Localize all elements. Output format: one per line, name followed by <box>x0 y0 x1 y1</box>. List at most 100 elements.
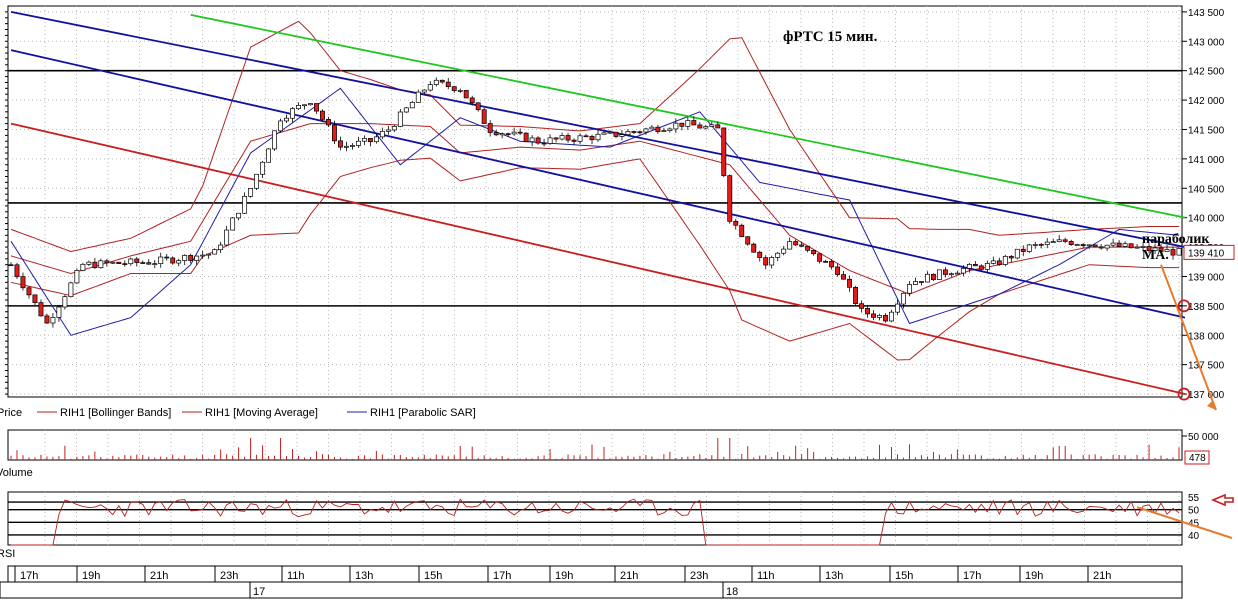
candle-body <box>841 274 847 280</box>
candle-body <box>433 79 439 85</box>
candle-body <box>948 273 954 276</box>
candle-body <box>212 249 218 255</box>
candle-body <box>230 217 236 231</box>
candle-body <box>1086 244 1092 247</box>
candle-body <box>272 130 277 150</box>
volume-tick-label: 50 000 <box>1188 432 1219 443</box>
candle-body <box>164 256 170 259</box>
rsi-panel <box>7 491 1183 546</box>
price-tick-label: 137 000 <box>1188 390 1225 401</box>
candle-body <box>523 132 529 143</box>
candle-body <box>859 303 864 309</box>
candle-body <box>655 126 661 132</box>
candle-body <box>284 117 289 122</box>
legend-item: Price <box>0 407 22 419</box>
candle-body <box>763 257 769 266</box>
candle-body <box>260 161 266 175</box>
candle-body <box>793 241 799 246</box>
candle-body <box>535 137 541 144</box>
candle-body <box>1056 239 1062 242</box>
candle-body <box>499 133 505 136</box>
candle-body <box>613 131 619 137</box>
time-label: 15h <box>424 570 442 582</box>
volume-bars <box>10 438 1180 460</box>
candle-body <box>128 258 134 265</box>
candle-body <box>206 253 212 256</box>
candle-body <box>505 133 511 136</box>
candle-body <box>343 145 349 148</box>
candle-body <box>8 264 14 267</box>
candle-body <box>176 260 182 264</box>
candle-body <box>44 315 50 324</box>
legend: Price RIH1 [Bollinger Bands] RIH1 [Moving … <box>0 407 476 419</box>
time-label: 13h <box>825 570 843 582</box>
candle-body <box>787 241 793 250</box>
candle-body <box>56 306 62 318</box>
candle-body <box>140 262 146 264</box>
candle-body <box>445 81 451 87</box>
candle-body <box>1068 241 1074 246</box>
candle-body <box>709 124 715 127</box>
candle-body <box>913 281 918 285</box>
candle-body <box>1116 242 1122 247</box>
time-label: 19h <box>1025 570 1043 582</box>
time-axis: 17h 19h 21h 23h 11h 13h 15h 17h 19h 21h 23h 11h 13h 1… <box>0 565 1183 599</box>
time-label: 17h <box>493 570 511 582</box>
candle-body <box>954 272 960 275</box>
candle-body <box>1122 243 1128 247</box>
candle-body <box>409 102 415 109</box>
chart-title: фРТС 15 мин. <box>783 29 878 45</box>
date-label: 18 <box>726 586 738 598</box>
candle-body <box>649 126 655 130</box>
candle-body <box>367 138 373 143</box>
time-label: 17h <box>20 570 38 582</box>
candle-body <box>745 236 751 245</box>
candle-body <box>685 120 691 127</box>
rsi-tick-label: 45 <box>1188 518 1200 529</box>
candle-body <box>86 261 92 265</box>
candle-body <box>727 175 733 222</box>
candle-body <box>984 263 990 270</box>
candle-body <box>296 104 301 110</box>
candle-body <box>990 260 996 264</box>
candle-body <box>1008 256 1014 259</box>
candle-body <box>847 278 853 288</box>
candle-body <box>936 269 942 280</box>
candle-body <box>415 91 421 103</box>
candle-body <box>589 136 595 141</box>
candles <box>8 77 1182 328</box>
candle-body <box>158 256 164 265</box>
candle-body <box>637 131 643 134</box>
candle-body <box>889 311 894 322</box>
candle-body <box>379 130 385 138</box>
volume-last-label: 478 <box>1189 453 1206 464</box>
candle-body <box>1164 249 1170 252</box>
candle-body <box>577 135 583 142</box>
candle-body <box>170 257 176 264</box>
candle-body <box>595 133 601 141</box>
candle-body <box>775 252 781 258</box>
time-label: 11h <box>287 570 305 582</box>
candle-body <box>308 103 313 106</box>
candle-body <box>20 276 26 289</box>
candle-body <box>302 104 307 107</box>
candle-body <box>895 303 900 313</box>
candle-body <box>697 124 703 129</box>
candle-body <box>397 111 403 127</box>
candle-body <box>248 187 254 197</box>
candle-body <box>481 109 487 124</box>
time-label: 21h <box>620 570 638 582</box>
candle-body <box>373 136 379 143</box>
candle-body <box>811 249 817 255</box>
candle-body <box>1044 241 1050 245</box>
annotation-ma: MA. <box>1142 248 1169 263</box>
price-tick-label: 137 500 <box>1188 361 1225 372</box>
candle-body <box>337 140 343 148</box>
date-axis-box <box>0 581 1183 599</box>
time-label: 21h <box>1093 570 1111 582</box>
candle-body <box>110 261 116 264</box>
candle-body <box>1080 244 1086 247</box>
channel-line-red <box>10 122 1186 395</box>
candle-body <box>607 131 613 134</box>
candle-body <box>421 89 427 93</box>
